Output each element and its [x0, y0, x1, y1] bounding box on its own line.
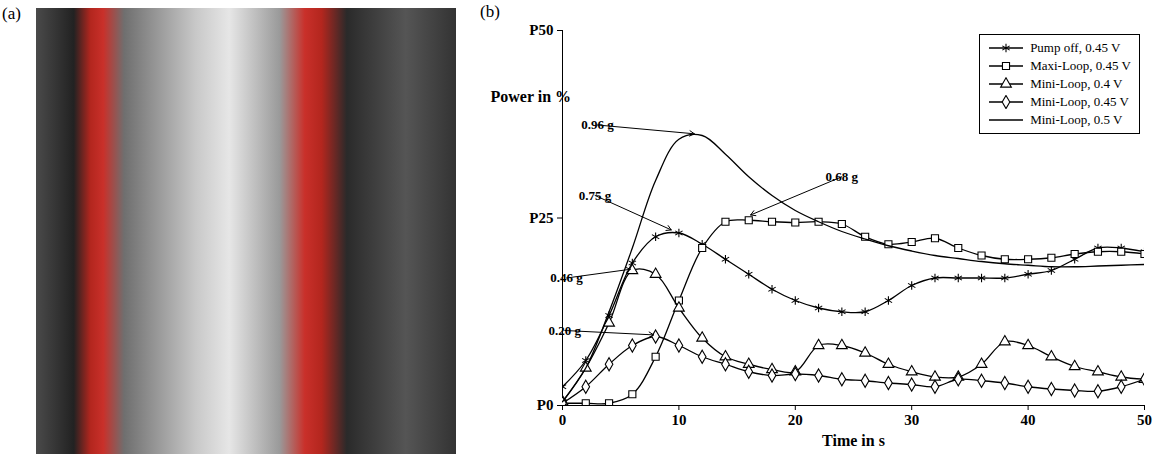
svg-text:0.46 g: 0.46 g	[550, 270, 583, 285]
html-text:Mini-Loop, 0.5 V: Mini-Loop, 0.5 V	[1030, 112, 1123, 127]
html-text:Mini-Loop, 0.4 V: Mini-Loop, 0.4 V	[1030, 76, 1123, 91]
html-text:Mini-Loop, 0.45 V: Mini-Loop, 0.45 V	[1030, 94, 1129, 109]
svg-text:P25: P25	[529, 210, 553, 226]
svg-text:0.68 g: 0.68 g	[826, 169, 859, 184]
svg-text:0.20 g: 0.20 g	[549, 323, 582, 338]
svg-text:Time in s: Time in s	[822, 432, 885, 449]
svg-text:0.96 g: 0.96 g	[581, 117, 614, 132]
svg-text:P0: P0	[537, 397, 554, 413]
svg-text:0.75 g: 0.75 g	[579, 188, 612, 203]
svg-text:20: 20	[788, 412, 803, 428]
svg-text:10: 10	[671, 412, 686, 428]
html-text:(a): (a)	[2, 4, 21, 23]
svg-text:50: 50	[1137, 412, 1152, 428]
html-text:Maxi-Loop, 0.45 V: Maxi-Loop, 0.45 V	[1030, 58, 1131, 73]
svg-text:0: 0	[559, 412, 567, 428]
svg-text:30: 30	[904, 412, 919, 428]
html-text:(b): (b)	[480, 2, 500, 21]
svg-text:Power in %: Power in %	[491, 88, 572, 105]
svg-text:40: 40	[1021, 412, 1036, 428]
html-text:Pump off, 0.45 V: Pump off, 0.45 V	[1030, 40, 1121, 55]
svg-text:P50: P50	[529, 22, 553, 38]
